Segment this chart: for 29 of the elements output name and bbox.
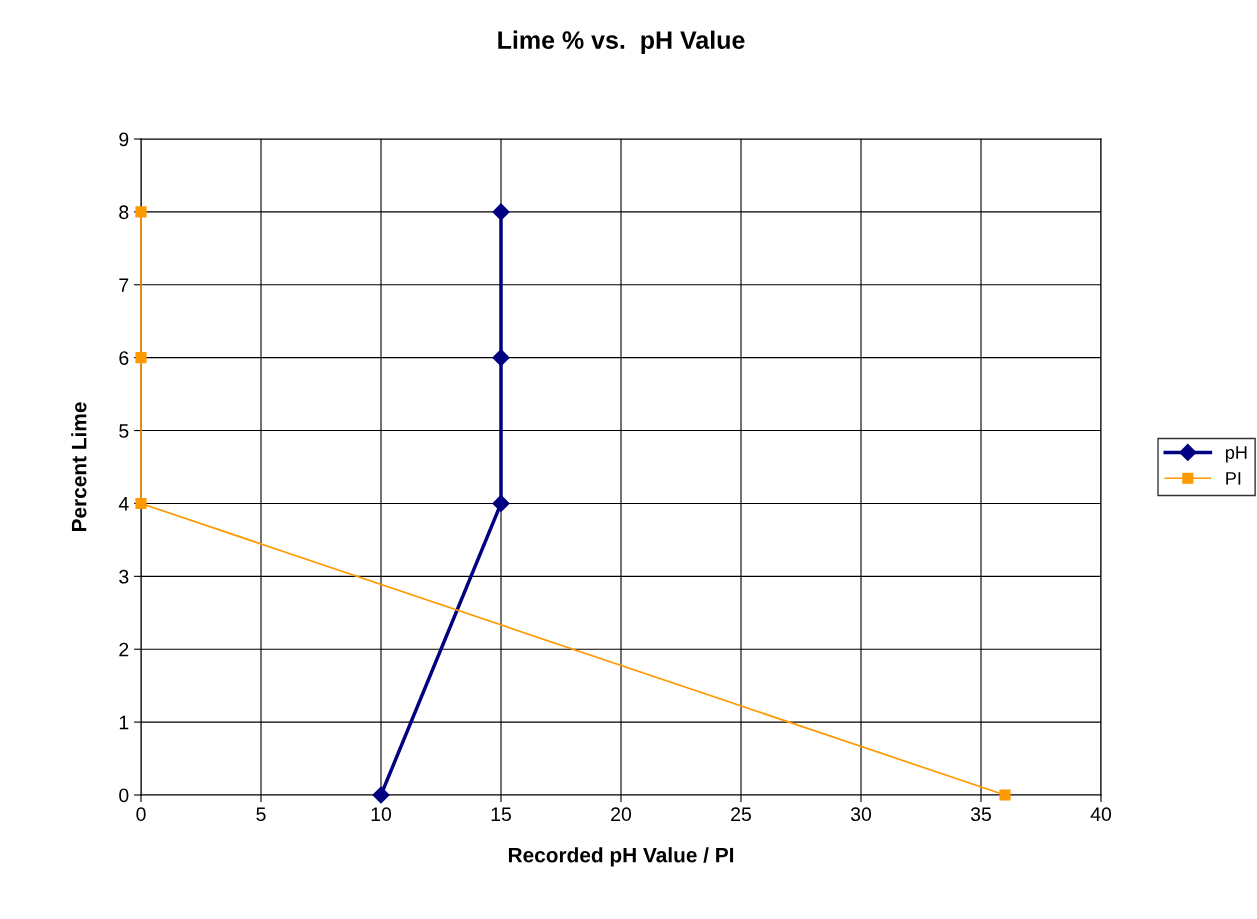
x-tick-label: 40 bbox=[1090, 807, 1112, 822]
point bbox=[372, 786, 390, 804]
x-tick-label: 5 bbox=[256, 807, 266, 822]
y-tick-label: 4 bbox=[118, 497, 129, 511]
y-tick-label: 7 bbox=[119, 278, 129, 292]
x-tick-label: 0 bbox=[136, 807, 146, 822]
y-tick-label: 5 bbox=[119, 424, 129, 438]
x-tick-label: 25 bbox=[731, 807, 751, 822]
y-tick-label: 1 bbox=[119, 715, 129, 730]
y-tick-label: 0 bbox=[119, 788, 129, 803]
x-axis-title: Recorded pH Value / PI bbox=[508, 847, 734, 867]
y-axis-title: Percent Lime bbox=[71, 402, 87, 532]
legend-label: PI bbox=[1226, 472, 1241, 485]
chart-title: Lime % vs. pH Value bbox=[498, 30, 745, 54]
y-tick-label: 9 bbox=[119, 132, 129, 147]
point bbox=[999, 789, 1011, 801]
x-tick-label: 30 bbox=[850, 807, 872, 822]
x-tick-label: 20 bbox=[611, 807, 632, 822]
point bbox=[492, 203, 510, 221]
x-tick-label: 10 bbox=[371, 807, 392, 822]
point bbox=[492, 494, 510, 512]
point bbox=[492, 349, 510, 367]
legend-label: pH bbox=[1226, 446, 1247, 463]
y-tick-label: 8 bbox=[119, 205, 129, 220]
y-tick-label: 3 bbox=[119, 569, 129, 584]
x-tick-label: 35 bbox=[970, 807, 991, 822]
x-tick-label: 15 bbox=[491, 807, 511, 822]
y-tick-label: 2 bbox=[119, 642, 129, 657]
y-tick-label: 6 bbox=[119, 351, 129, 365]
